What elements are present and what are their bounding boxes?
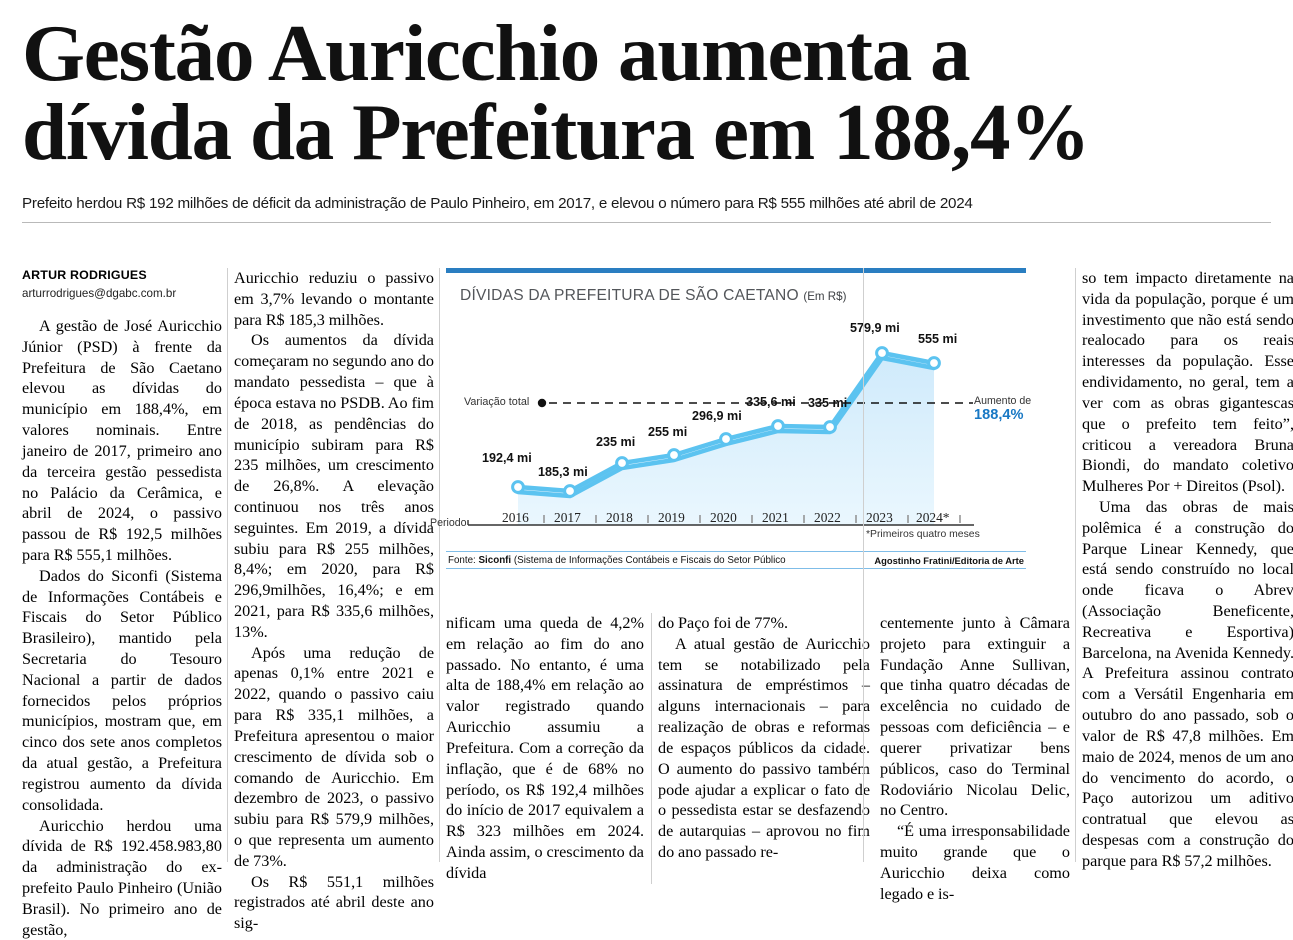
chart-source: Fonte: Siconfi (Sistema de Informações C… bbox=[448, 555, 786, 566]
paragraph: Uma das obras de mais polêmica é a const… bbox=[1082, 497, 1293, 872]
article-column-4: do Paço foi de 77%. A atual gestão de Au… bbox=[658, 613, 870, 884]
chart-point-2018 bbox=[617, 458, 628, 469]
paragraph: A atual gestão de Auricchio tem se notab… bbox=[658, 634, 870, 863]
paragraph: centemente junto à Câmara projeto para e… bbox=[880, 613, 1070, 821]
chart-point-2022 bbox=[825, 422, 836, 433]
chart-unit-label: (Em R$) bbox=[803, 290, 846, 303]
x-tick-2017: 2017 bbox=[554, 510, 581, 526]
paragraph: Os aumentos da dívida começaram no segun… bbox=[234, 330, 434, 642]
headline-line-2: dívida da Prefeitura em 188,4% bbox=[22, 93, 1275, 172]
variation-total-label: Variação total bbox=[464, 396, 529, 408]
paragraph: do Paço foi de 77%. bbox=[658, 613, 870, 634]
chart-label-2016: 192,4 mi bbox=[482, 451, 532, 465]
chart-label-2021: 335,6 mi bbox=[746, 395, 796, 409]
paragraph: Auricchio reduziu o passivo em 3,7% leva… bbox=[234, 268, 434, 330]
paragraph: Após uma redução de apenas 0,1% entre 20… bbox=[234, 643, 434, 872]
variation-dot-icon bbox=[538, 399, 546, 407]
chart-point-2021 bbox=[773, 421, 784, 432]
paragraph: A gestão de José Auricchio Júnior (PSD) … bbox=[22, 316, 222, 566]
chart-label-2022: 335 mi bbox=[808, 396, 847, 410]
paragraph: so tem impacto diretamente na vida da po… bbox=[1082, 268, 1293, 497]
article-column-1: ARTUR RODRIGUES arturrodrigues@dgabc.com… bbox=[22, 268, 234, 862]
x-tick-2016: 2016 bbox=[502, 510, 529, 526]
header-divider bbox=[22, 222, 1271, 223]
x-tick-2019: 2019 bbox=[658, 510, 685, 526]
chart-point-2019 bbox=[669, 450, 680, 461]
source-prefix: Fonte: bbox=[448, 555, 479, 566]
article-column-2: Auricchio reduziu o passivo em 3,7% leva… bbox=[234, 268, 446, 862]
x-axis-title: Periodo bbox=[430, 517, 467, 529]
subheadline: Prefeito herdou R$ 192 milhões de défici… bbox=[22, 195, 1271, 212]
paragraph: Os R$ 551,1 milhões registrados até abri… bbox=[234, 872, 434, 934]
chart-label-2020: 296,9 mi bbox=[692, 409, 742, 423]
article-column-3: nificam uma queda de 4,2% em relação ao … bbox=[446, 613, 658, 884]
headline-block: Gestão Auricchio aumenta a dívida da Pre… bbox=[0, 0, 1293, 173]
paragraph: nificam uma queda de 4,2% em relação ao … bbox=[446, 613, 644, 884]
article-column-6: so tem impacto diretamente na vida da po… bbox=[1082, 268, 1293, 862]
chart-label-2017: 185,3 mi bbox=[538, 465, 588, 479]
chart-label-2018: 235 mi bbox=[596, 435, 635, 449]
source-name: Siconfi bbox=[479, 555, 512, 566]
paragraph: “É uma irresponsabilidade muito grande q… bbox=[880, 821, 1070, 904]
paragraph: Dados do Siconfi (Sistema de Informações… bbox=[22, 566, 222, 816]
below-chart-columns: nificam uma queda de 4,2% em relação ao … bbox=[446, 613, 870, 884]
chart-title-text: DÍVIDAS DA PREFEITURA DE SÃO CAETANO bbox=[460, 287, 799, 304]
source-rest: (Sistema de Informações Contábeis e Fisc… bbox=[511, 555, 785, 566]
x-tick-2020: 2020 bbox=[710, 510, 737, 526]
chart-point-2016 bbox=[513, 482, 524, 493]
x-tick-2021: 2021 bbox=[762, 510, 789, 526]
byline-email[interactable]: arturrodrigues@dgabc.com.br bbox=[22, 287, 222, 300]
x-tick-2018: 2018 bbox=[606, 510, 633, 526]
infographic-and-columns: DÍVIDAS DA PREFEITURA DE SÃO CAETANO (Em… bbox=[446, 268, 870, 862]
byline-author: ARTUR RODRIGUES bbox=[22, 268, 222, 282]
paragraph: Auricchio herdou uma dívida de R$ 192.45… bbox=[22, 816, 222, 940]
article-columns: ARTUR RODRIGUES arturrodrigues@dgabc.com… bbox=[0, 268, 1293, 862]
headline-line-1: Gestão Auricchio aumenta a bbox=[22, 14, 1275, 93]
chart-point-2017 bbox=[565, 486, 576, 497]
article-column-5: centemente junto à Câmara projeto para e… bbox=[870, 268, 1082, 862]
x-tick-2022: 2022 bbox=[814, 510, 841, 526]
chart-point-2020 bbox=[721, 434, 732, 445]
chart-label-2019: 255 mi bbox=[648, 425, 687, 439]
